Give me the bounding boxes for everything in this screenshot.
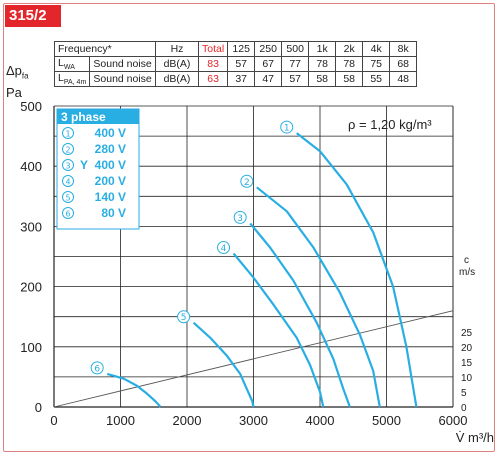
velocity-tick-label: 0 (461, 403, 467, 414)
legend-marker-number: 5 (65, 194, 70, 203)
curve-marker-number: 5 (181, 313, 187, 323)
x-tick-label: 4000 (306, 413, 335, 428)
legend-marker-number: 4 (65, 178, 70, 187)
row-unit: dB(A) (155, 55, 199, 73)
fan-curve-2 (256, 186, 381, 408)
figure-frame (3, 3, 495, 452)
noise-row-lpa: LPA, 4m Sound noise dB(A) 63 37 47 57 58… (53, 71, 418, 88)
curve-marker-circle (280, 120, 294, 134)
fan-curve-6 (106, 372, 162, 408)
header-250: 250 (254, 41, 283, 57)
legend-label: 140 V (95, 190, 126, 204)
x-tick-label: 2000 (173, 413, 202, 428)
y-axis-symbol: Δp (6, 63, 22, 78)
y-tick-label: 500 (20, 99, 42, 114)
row-symbol: LWA (53, 55, 91, 73)
legend-title: 3 phase (61, 110, 106, 124)
velocity-tick-label: 20 (461, 343, 473, 354)
y-tick-label: 100 (20, 340, 42, 355)
x-tick-label: 0 (50, 413, 57, 428)
curve-marker-number: 6 (94, 364, 100, 374)
noise-table-header: Frequency* Hz Total 125 250 500 1k 2k 4k… (54, 41, 418, 57)
legend-extra: Y (80, 158, 88, 172)
y-axis-label: Δpfa Pa (6, 63, 29, 101)
legend-marker-circle (62, 127, 74, 139)
fan-curve-4 (232, 252, 325, 408)
velocity-line (53, 310, 454, 408)
row-total: 63 (197, 71, 229, 88)
y-tick-label: 0 (35, 400, 42, 415)
header-125: 125 (227, 41, 256, 57)
curve-marker-number: 1 (284, 124, 290, 134)
x-tick-label: 6000 (439, 413, 468, 428)
row-unit: dB(A) (155, 71, 199, 88)
fan-curve-3 (249, 222, 351, 408)
x-tick-label: 5000 (372, 413, 401, 428)
legend-label: 200 V (95, 174, 126, 188)
curve-marker-circle (240, 174, 254, 188)
curve-marker-circle (217, 240, 231, 254)
row-name: Sound noise (89, 71, 156, 88)
legend-marker-number: 1 (65, 130, 70, 139)
row-value: 37 (227, 71, 256, 88)
y-tick-label: 200 (20, 280, 42, 295)
row-symbol: LPA, 4m (53, 71, 91, 88)
legend-marker-circle (62, 159, 74, 171)
curve-marker-circle (177, 310, 191, 324)
velocity-tick-label: 25 (461, 328, 473, 339)
legend-marker-number: 3 (65, 162, 70, 171)
legend-marker-circle (62, 191, 74, 203)
legend-label: 400 V (95, 158, 126, 172)
velocity-axis-unit: m/s (459, 267, 475, 278)
row-value: 48 (389, 71, 418, 88)
curve-marker-circle (233, 210, 247, 224)
legend-label: 80 V (101, 206, 126, 220)
curve-marker-number: 3 (237, 214, 243, 224)
x-axis-label: V̇ m³/h (456, 430, 494, 445)
velocity-tick-label: 10 (461, 373, 473, 384)
legend-label: 400 V (95, 126, 126, 140)
legend-marker-circle (62, 175, 74, 187)
fan-curve-1 (296, 132, 418, 408)
model-tag: 315/2 (5, 5, 61, 27)
x-tick-label: 1000 (106, 413, 135, 428)
curve-marker-number: 2 (244, 178, 250, 188)
legend-marker-number: 6 (65, 210, 70, 219)
y-axis-unit: Pa (6, 84, 22, 100)
y-tick-label: 300 (20, 219, 42, 234)
legend-marker-circle (62, 143, 74, 155)
density-annotation: ρ = 1,20 kg/m³ (348, 117, 432, 132)
legend-marker-circle (62, 207, 74, 219)
legend-label: 280 V (95, 142, 126, 156)
curve-marker-number: 4 (221, 244, 227, 254)
legend-title-bg (57, 109, 139, 124)
velocity-axis-label: c (464, 255, 469, 266)
legend-marker-number: 2 (65, 146, 70, 155)
fan-curve-5 (192, 321, 255, 408)
velocity-tick-label: 5 (461, 388, 467, 399)
noise-table: Frequency* Hz Total 125 250 500 1k 2k 4k… (53, 41, 418, 88)
y-axis-subscript: fa (21, 71, 29, 81)
x-tick-label: 3000 (239, 413, 268, 428)
curve-marker-circle (90, 361, 104, 375)
velocity-tick-label: 15 (461, 358, 473, 369)
y-tick-label: 400 (20, 159, 42, 174)
